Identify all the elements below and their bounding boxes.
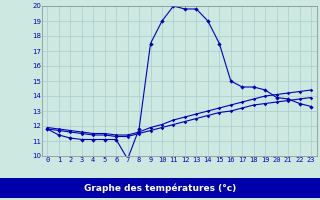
Text: Graphe des températures (°c): Graphe des températures (°c) (84, 183, 236, 193)
